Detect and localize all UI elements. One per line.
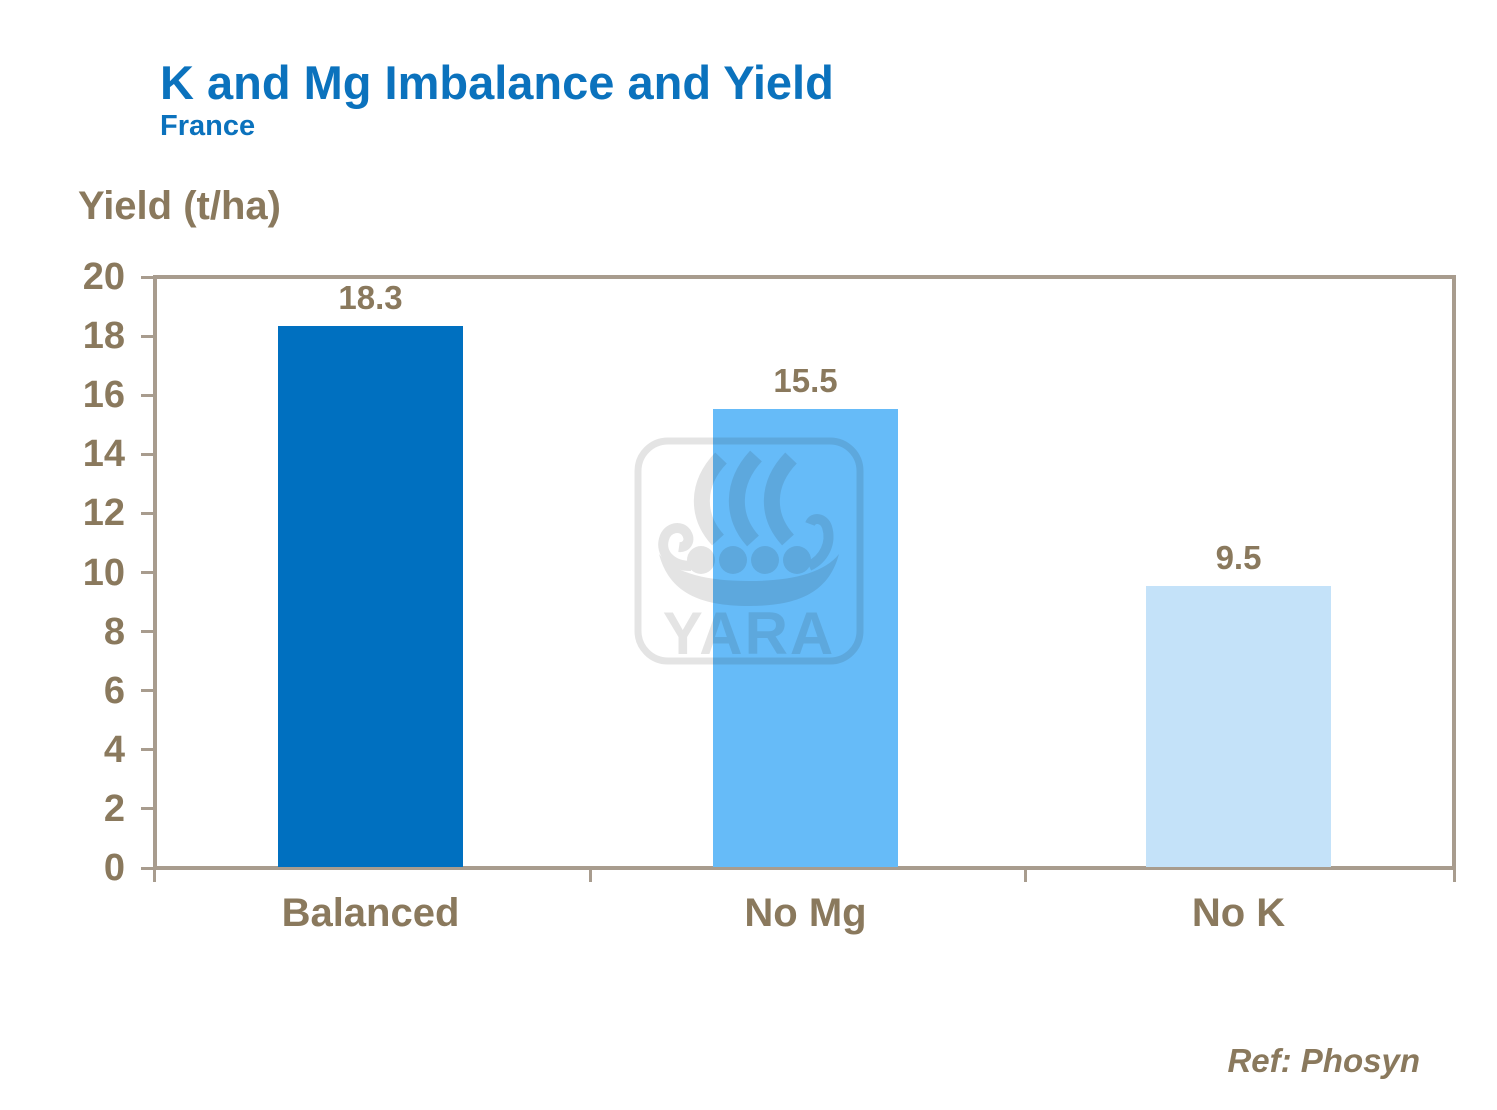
x-axis-tick	[1453, 870, 1456, 882]
y-axis-tick	[141, 571, 153, 574]
y-tick-label: 18	[82, 315, 125, 358]
y-axis-tick	[141, 275, 153, 279]
y-tick-label: 6	[103, 669, 125, 712]
y-axis-tick	[141, 748, 153, 752]
bar-value-label: 15.5	[773, 361, 838, 399]
x-axis-tick	[153, 870, 156, 882]
y-axis-tick	[141, 689, 153, 693]
y-axis-tick	[141, 334, 153, 338]
y-tick-label: 12	[82, 492, 125, 535]
y-axis-tick	[141, 511, 153, 515]
slide-title: K and Mg Imbalance and Yield	[160, 56, 834, 109]
x-axis-tick	[589, 870, 592, 882]
y-axis-tick	[141, 452, 153, 456]
category-label: No Mg	[744, 891, 867, 935]
category-label: No K	[1191, 891, 1286, 935]
y-axis-title: Yield (t/ha)	[78, 184, 281, 228]
y-axis-tick	[141, 393, 153, 397]
y-tick-label: 4	[103, 728, 125, 771]
x-axis-tick	[1024, 870, 1027, 882]
slide-subtitle: France	[160, 110, 256, 142]
y-tick-label: 14	[82, 433, 125, 476]
bar-balanced	[278, 326, 463, 867]
bar-no-mg	[713, 408, 898, 867]
y-axis-tick	[141, 807, 153, 811]
y-axis-tick	[141, 866, 153, 870]
y-tick-label: 10	[82, 551, 125, 594]
category-label: Balanced	[281, 891, 460, 935]
y-tick-label: 16	[82, 374, 125, 417]
y-tick-label: 2	[103, 787, 125, 830]
bar-value-label: 9.5	[1215, 539, 1262, 577]
y-axis-tick	[141, 630, 153, 634]
bar-value-label: 18.3	[338, 279, 403, 317]
y-tick-label: 0	[103, 847, 125, 889]
bar-no-k	[1146, 586, 1331, 867]
y-tick-label: 8	[103, 610, 125, 653]
reference-note: Ref: Phosyn	[1227, 1042, 1420, 1079]
y-tick-label: 20	[82, 256, 125, 298]
